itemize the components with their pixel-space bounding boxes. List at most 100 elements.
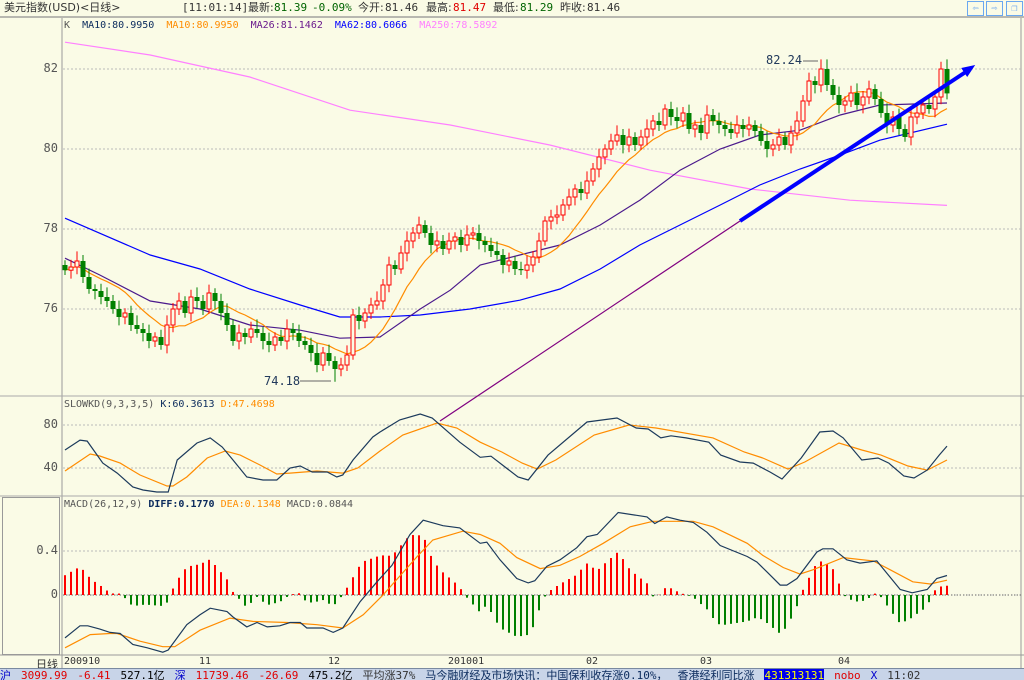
- candle: [338, 357, 344, 377]
- low-price: 81.29: [520, 1, 554, 14]
- candle: [758, 123, 764, 146]
- candle: [230, 319, 236, 346]
- candle: [368, 297, 374, 319]
- candle-body-up: [848, 92, 854, 102]
- candle-body-up: [566, 196, 572, 206]
- candle-body-up: [236, 332, 242, 342]
- candle: [524, 255, 530, 279]
- candle: [242, 328, 248, 345]
- candle: [818, 59, 824, 93]
- candle: [188, 289, 194, 322]
- candle-body-up: [506, 260, 512, 266]
- indicator-selector-box[interactable]: [2, 497, 60, 655]
- candle: [836, 86, 842, 114]
- candle-body-down: [458, 237, 464, 245]
- candle-body-down: [242, 333, 248, 337]
- candle-body-down: [326, 353, 332, 361]
- candle-body-down: [944, 69, 950, 94]
- candle: [926, 96, 932, 114]
- candle: [578, 181, 584, 201]
- kd-legend: SLOWKD(9,3,3,5) K:60.3613 D:47.4698: [64, 399, 275, 410]
- candle: [428, 225, 434, 254]
- candle-body-up: [176, 300, 182, 310]
- candle: [458, 229, 464, 253]
- candle-body-down: [656, 121, 662, 125]
- candle-body-up: [704, 114, 710, 134]
- candle-body-up: [680, 112, 686, 122]
- candle-body-up: [206, 292, 212, 310]
- candle: [938, 61, 944, 105]
- candle: [302, 336, 308, 350]
- candle-body-down: [422, 225, 428, 233]
- candle: [872, 84, 878, 105]
- candle: [716, 112, 722, 134]
- candle-body-up: [776, 136, 782, 146]
- candle-body-up: [770, 144, 776, 150]
- candle-body-up: [560, 204, 566, 216]
- candle-body-down: [632, 137, 638, 145]
- candle-body-up: [554, 214, 560, 218]
- candle: [860, 91, 866, 114]
- candle: [422, 220, 428, 238]
- candle-body-down: [80, 261, 86, 277]
- candle: [704, 105, 710, 139]
- candle-body-down: [578, 189, 584, 193]
- candle: [452, 232, 458, 250]
- candle-body-up: [470, 232, 476, 236]
- candle: [740, 119, 746, 138]
- open-price: 81.46: [385, 1, 419, 14]
- candle-body-down: [218, 301, 224, 313]
- candle: [788, 125, 794, 154]
- status-item: 3099.99: [21, 669, 68, 680]
- candle-body-down: [140, 329, 146, 333]
- candle-body-down: [158, 337, 164, 345]
- back-icon[interactable]: ⇦: [967, 1, 984, 16]
- candle: [146, 324, 152, 349]
- candle-body-up: [638, 136, 644, 146]
- legend-ma26: MA26:81.1462: [250, 20, 323, 31]
- prev-close-price: 81.46: [587, 1, 621, 14]
- candle: [224, 303, 230, 331]
- candle: [614, 125, 620, 146]
- candle-body-up: [908, 116, 914, 138]
- candle: [632, 132, 638, 151]
- candle: [650, 115, 656, 137]
- open-label: 今开:: [358, 1, 384, 14]
- candle-body-down: [710, 115, 716, 121]
- kd-d-value: D:47.4698: [220, 399, 275, 410]
- status-bar: 沪 3099.99 -6.41 527.1亿深 11739.46 -26.69 475.2亿…: [0, 668, 1024, 680]
- candle-body-down: [134, 325, 140, 329]
- candle: [140, 323, 146, 342]
- candle: [410, 227, 416, 249]
- candle: [392, 260, 398, 275]
- candle-body-down: [200, 301, 206, 309]
- high-price: 81.47: [453, 1, 487, 14]
- status-item: nobo: [834, 669, 861, 680]
- title-bar: 美元指数(USD)<日线> [11:01:14] 最新: 81.39 -0.09…: [0, 0, 1024, 18]
- candle: [296, 324, 302, 347]
- candle-body-down: [296, 333, 302, 341]
- candle: [800, 95, 806, 127]
- candle-body-down: [782, 137, 788, 145]
- candle: [812, 76, 818, 94]
- candle: [902, 124, 908, 142]
- candle-body-up: [272, 336, 278, 346]
- candle: [806, 72, 812, 106]
- forward-icon[interactable]: ⇨: [986, 1, 1003, 16]
- candle: [500, 249, 506, 274]
- restore-window-icon[interactable]: ❐: [1006, 1, 1023, 16]
- prev-close-label: 昨收:: [560, 1, 586, 14]
- kd-tick-label: 40: [43, 460, 58, 474]
- low-annotation: 74.18: [264, 374, 301, 388]
- candle-body-up: [374, 300, 380, 306]
- candle: [512, 256, 518, 275]
- trendline-thin: [439, 220, 741, 422]
- macd-dea-value: DEA:0.1348: [220, 499, 281, 510]
- candle-body-up: [818, 68, 824, 86]
- price-tick-label: 80: [43, 141, 58, 155]
- candle: [842, 96, 848, 113]
- candle: [446, 232, 452, 254]
- candle-body-down: [518, 269, 524, 271]
- candle-body-down: [86, 277, 92, 289]
